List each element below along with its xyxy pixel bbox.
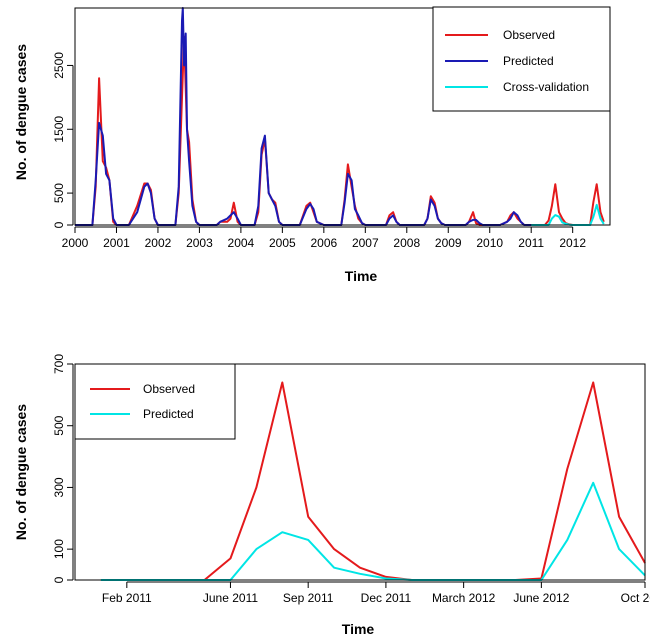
bottom-legend-box	[75, 364, 235, 439]
top-legend-label: Observed	[503, 28, 555, 42]
top-x-tick-label: 2006	[310, 236, 337, 250]
top-y-axis-label: No. of dengue cases	[13, 44, 29, 180]
top-x-tick-label: 2005	[269, 236, 296, 250]
top-x-tick-label: 2000	[62, 236, 89, 250]
top-y-tick-label: 2500	[52, 52, 66, 79]
top-legend: Observed Predicted Cross-validation	[433, 7, 610, 111]
bottom-series-line-2	[101, 483, 645, 580]
top-x-tick-label: 2002	[145, 236, 172, 250]
bottom-x-tick-label: March 2012	[432, 591, 496, 605]
bottom-legend-label: Observed	[143, 382, 195, 396]
bottom-x-tick-label: June 2012	[513, 591, 569, 605]
bottom-y-axis-label: No. of dengue cases	[13, 404, 29, 540]
top-time-series-chart: Time No. of dengue cases 2000 2001 2002 200…	[13, 7, 610, 284]
top-y-tick-label: 1500	[52, 116, 66, 143]
bottom-x-tick-label: June 2011	[203, 591, 258, 605]
top-x-tick-label: 2001	[103, 236, 130, 250]
top-x-tick-label: 2010	[476, 236, 503, 250]
top-x-tick-label: 2007	[352, 236, 379, 250]
bottom-x-tick-label: Feb 2011	[102, 591, 152, 605]
top-x-axis-label: Time	[345, 268, 378, 284]
top-x-tick-label: 2008	[393, 236, 420, 250]
top-y-tick-label: 0	[52, 221, 66, 228]
bottom-x-tick-label: Dec 2011	[361, 591, 412, 605]
top-x-tick-label: 2009	[435, 236, 462, 250]
top-x-tick-label: 2003	[186, 236, 213, 250]
bottom-x-tick-label: Oct 2012	[621, 591, 650, 605]
top-x-tick-label: 2004	[228, 236, 255, 250]
bottom-y-tick-label: 700	[52, 354, 66, 374]
bottom-x-tick-label: Sep 2011	[283, 591, 334, 605]
bottom-y-axis: 0 100 300 500 700	[52, 354, 73, 584]
bottom-legend: Observed Predicted	[75, 364, 235, 439]
top-x-axis: 2000 2001 2002 2003 2004 2005 2006 2007 2008 2009…	[62, 227, 587, 250]
bottom-y-tick-label: 100	[52, 539, 66, 559]
top-x-tick-label: 2012	[559, 236, 586, 250]
bottom-y-tick-label: 300	[52, 477, 66, 497]
bottom-x-axis-label: Time	[342, 621, 375, 637]
bottom-y-tick-label: 500	[52, 415, 66, 435]
top-y-tick-label: 500	[52, 183, 66, 203]
top-legend-label: Cross-validation	[503, 80, 589, 94]
top-x-tick-label: 2011	[518, 236, 544, 250]
top-y-axis: 0 500 1500 2500	[52, 52, 73, 229]
bottom-y-tick-label: 0	[52, 576, 66, 583]
top-legend-label: Predicted	[503, 54, 554, 68]
bottom-legend-label: Predicted	[143, 407, 194, 421]
bottom-x-axis: Feb 2011 June 2011 Sep 2011 Dec 2011 March 2…	[102, 582, 650, 605]
bottom-zoom-chart: Time No. of dengue cases Feb 2011 June 20…	[13, 354, 650, 637]
